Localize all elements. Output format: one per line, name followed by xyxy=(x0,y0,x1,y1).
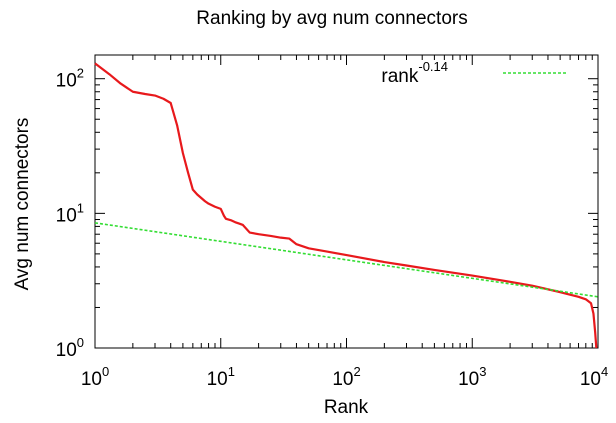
series-line-1 xyxy=(94,62,598,349)
chart-title: Ranking by avg num connectors xyxy=(196,8,467,29)
legend-label: rank-0.14 xyxy=(381,59,448,87)
y-axis-label: Avg num connectors xyxy=(12,118,33,291)
x-tick-label: 104 xyxy=(580,364,608,390)
legend: rank-0.14 xyxy=(381,59,568,87)
x-tick-label: 102 xyxy=(332,364,360,390)
series-lines xyxy=(94,62,599,349)
x-tick-label: 101 xyxy=(207,364,235,390)
x-tick-label: 100 xyxy=(81,364,109,390)
plot-frame xyxy=(94,54,599,349)
y-tick-label: 100 xyxy=(56,335,84,361)
x-axis-label: Rank xyxy=(324,397,369,418)
y-tick-label: 102 xyxy=(56,66,84,92)
x-tick-label: 103 xyxy=(458,364,486,390)
series-line-2 xyxy=(94,222,599,298)
axis-ticks: 100 101 102 103 104 100 101 102 xyxy=(56,55,608,390)
y-tick-label: 101 xyxy=(56,200,84,226)
